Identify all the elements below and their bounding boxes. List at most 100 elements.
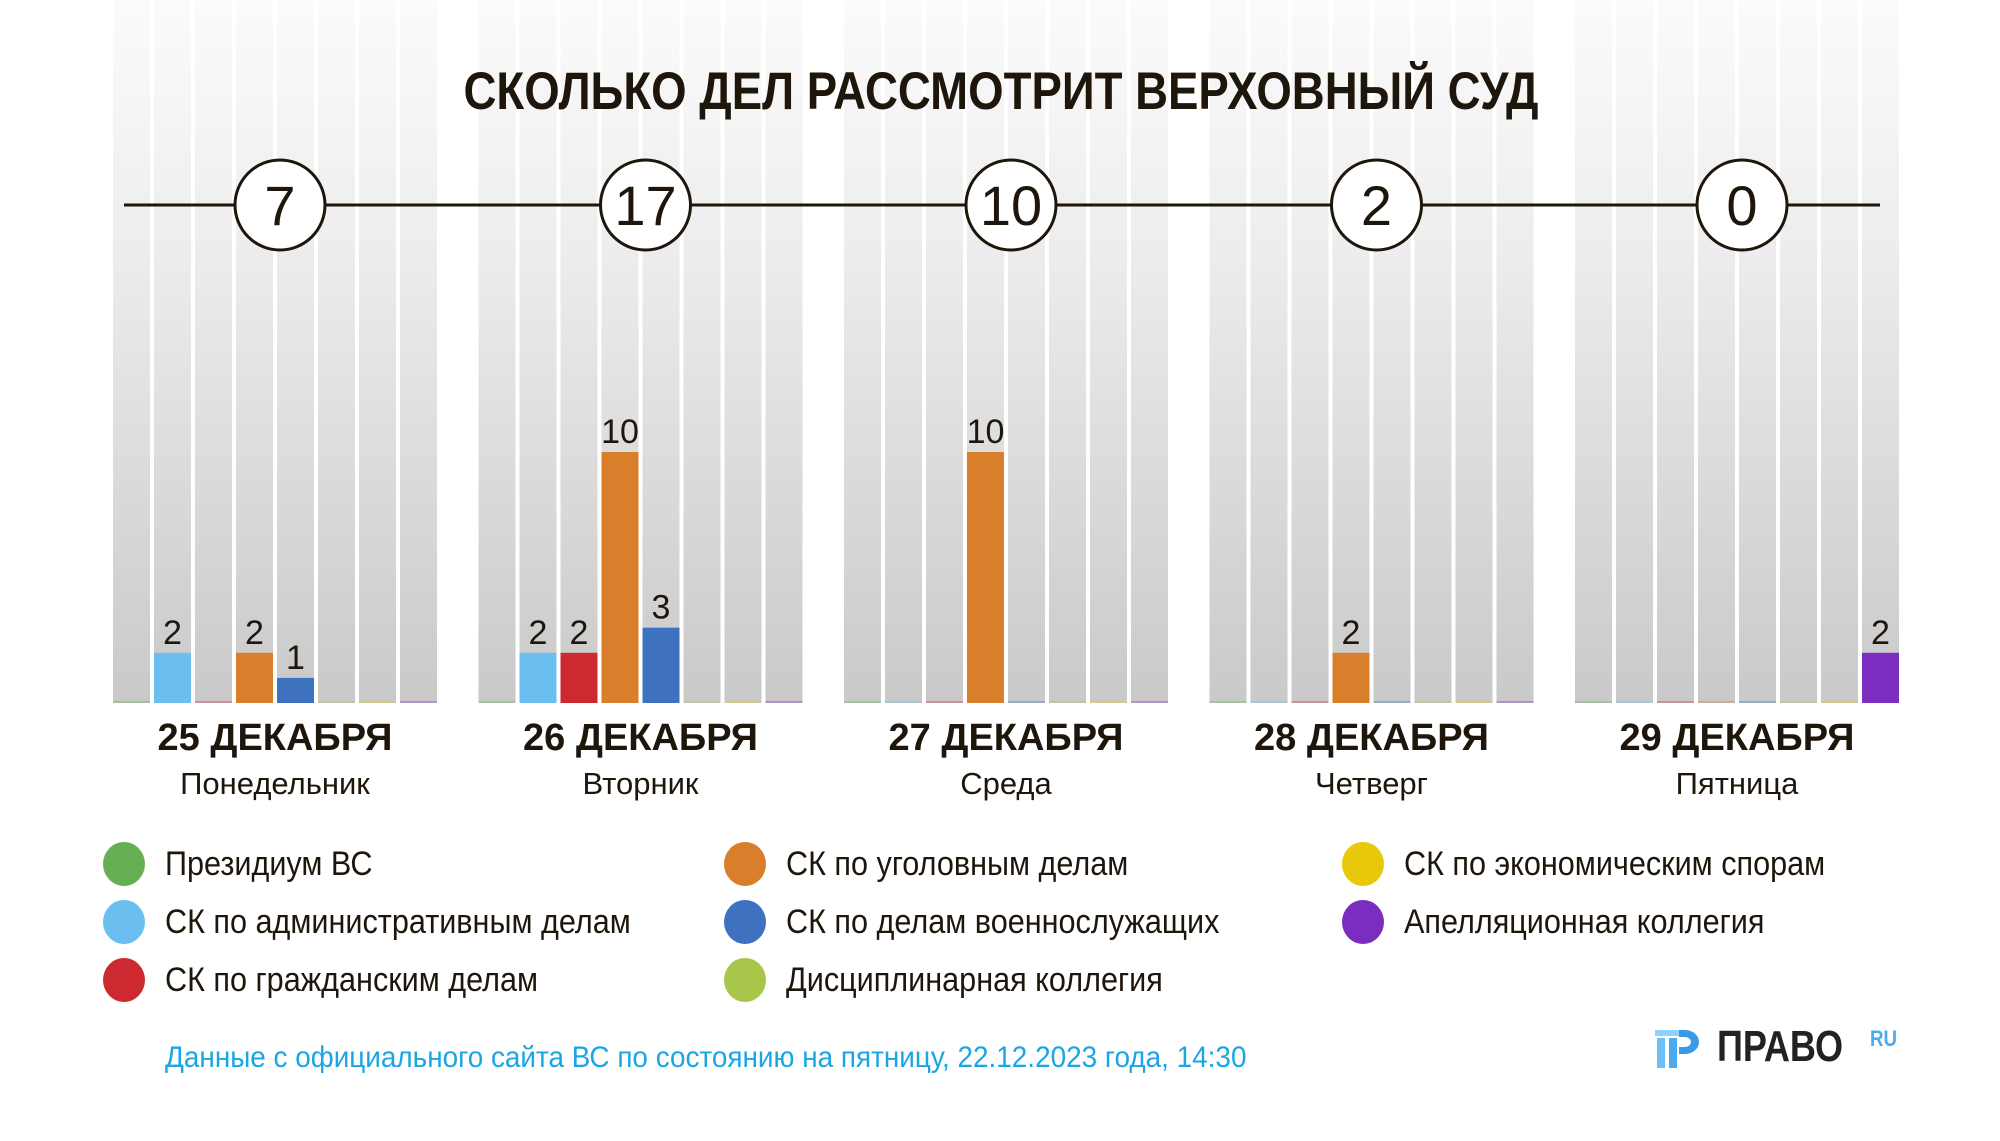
background-columns [113,0,1899,703]
column-base-tint [1657,701,1694,703]
day-weekday-label: Четверг [1315,766,1428,801]
day-total-circle [1330,158,1423,252]
column-base-tint [844,701,881,703]
day-total-value: 17 [614,174,676,237]
day-total-value: 0 [1726,174,1757,237]
day-weekday-label: Понедельник [180,766,370,801]
legend-label: Дисциплинарная коллегия [786,961,1163,999]
background-column [1575,0,1612,703]
background-column [1414,0,1452,703]
column-base-tint [1008,701,1045,703]
background-column [724,0,762,703]
legend-color-dot-icon [1342,842,1384,886]
footnote: Данные с официального сайта ВС по состоя… [165,1041,1247,1074]
background-column [1698,0,1735,703]
bar [601,452,639,703]
background-column [359,0,396,703]
bar [236,652,273,703]
day-weekday-label: Пятница [1676,766,1799,801]
legend-item: Президиум ВС [103,841,395,887]
day-labels: 25 ДЕКАБРЯ Понедельник 26 ДЕКАБРЯ Вторник 27… [158,717,1855,801]
bar [560,652,598,703]
legend-item: СК по делам военнослужащих [724,899,1268,945]
background-column [1332,0,1370,703]
legend-color-dot-icon [724,842,766,886]
chart-title: СКОЛЬКО ДЕЛ РАССМОТРИТ ВЕРХОВНЫЙ СУД [463,62,1539,121]
bar [642,627,680,703]
column-base-tint [765,701,803,703]
column-base-tint [1131,701,1168,703]
legend-item: СК по административным делам [103,899,683,945]
column-base-tint [885,701,922,703]
bar-value-label: 2 [1871,614,1890,652]
bar [1862,652,1899,703]
background-column [1616,0,1653,703]
background-column [236,0,273,703]
column-base-tint [683,701,721,703]
logo-ru: RU [1870,1026,1898,1051]
background-column [400,0,437,703]
timeline: 7 17 10 2 0 [124,158,1880,252]
background-column [1291,0,1329,703]
background-column [318,0,355,703]
column-base-tint [400,701,437,703]
day-total-value: 2 [1361,174,1392,237]
legend-label: СК по делам военнослужащих [786,903,1220,941]
bar-value-label: 3 [652,589,671,627]
background-column [1373,0,1411,703]
background-column [683,0,721,703]
column-base-tint [1496,701,1534,703]
legend-label: Апелляционная коллегия [1404,903,1765,941]
day-total-value: 7 [264,174,295,237]
column-base-tint [1821,701,1858,703]
column-base-tint [1049,701,1086,703]
bar-value-label: 2 [163,614,182,652]
day-date-label: 26 ДЕКАБРЯ [523,717,758,759]
column-base-tint [1209,701,1247,703]
background-column [519,0,557,703]
background-column [765,0,803,703]
legend-label: СК по гражданским делам [165,961,539,999]
background-column [1657,0,1694,703]
legend-color-dot-icon [724,958,766,1002]
column-base-tint [1250,701,1288,703]
background-column [885,0,922,703]
column-base-tint [478,701,516,703]
bar [154,652,191,703]
legend-item: Дисциплинарная коллегия [724,957,1205,1003]
legend-color-dot-icon [1342,900,1384,944]
day-date-label: 27 ДЕКАБРЯ [889,717,1124,759]
day-date-label: 28 ДЕКАБРЯ [1254,717,1489,759]
day-total-circle [1695,158,1789,252]
legend-item: Апелляционная коллегия [1342,899,1804,945]
legend-color-dot-icon [103,958,145,1002]
day-total-circle [233,158,327,252]
column-base-tint [359,701,396,703]
background-column [478,0,516,703]
column-base-tint [1414,701,1452,703]
background-column [1250,0,1288,703]
background-column [277,0,314,703]
background-column [113,0,150,703]
background-column [154,0,191,703]
background-column [642,0,680,703]
day-weekday-label: Среда [960,766,1052,801]
day-weekday-label: Вторник [583,766,699,801]
legend-label: СК по административным делам [165,903,631,941]
legend-color-dot-icon [103,900,145,944]
bars [154,452,1899,703]
background-column [1090,0,1127,703]
bar [967,452,1004,703]
column-base-tint [1575,701,1612,703]
column-base-tint [926,701,963,703]
bar-value-label: 10 [967,413,1005,451]
bar-value-label: 2 [245,614,264,652]
background-column [195,0,232,703]
day-total-value: 10 [980,174,1042,237]
background-column [1821,0,1858,703]
bar-value-label: 2 [1342,614,1361,652]
column-base-tint [1739,701,1776,703]
background-column [1780,0,1817,703]
